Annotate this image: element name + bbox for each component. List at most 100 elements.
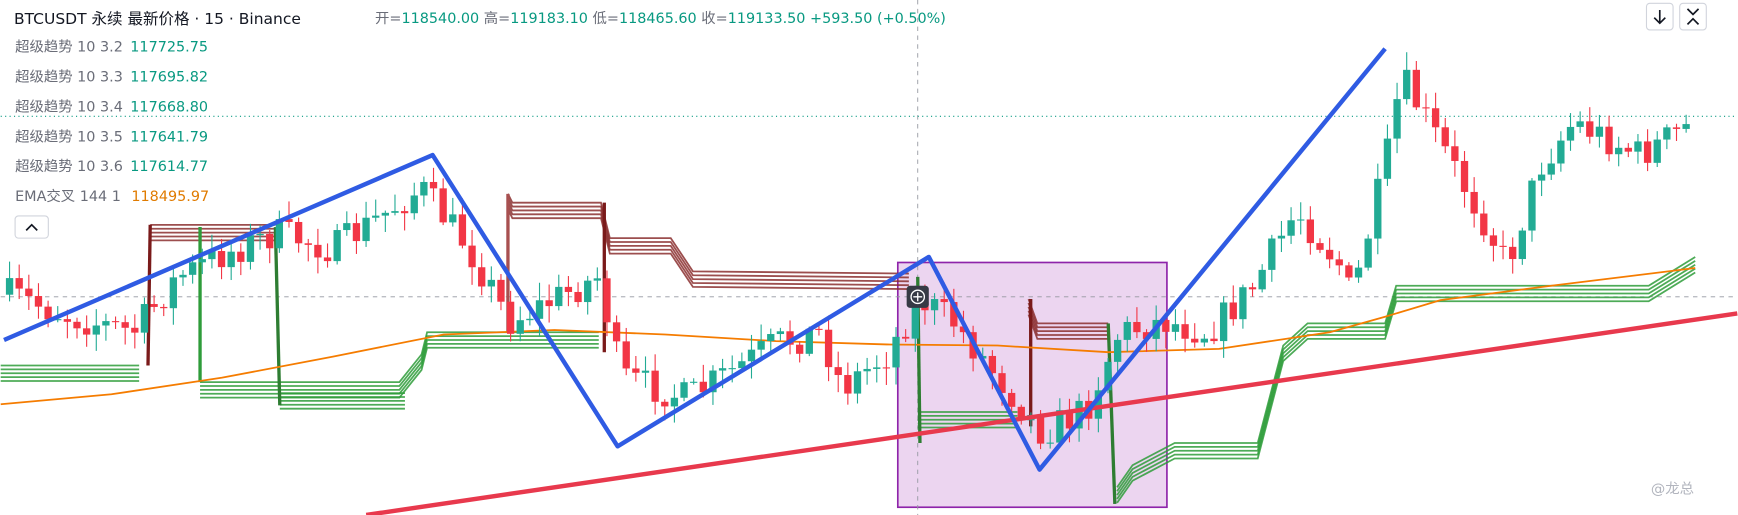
candle-body	[1335, 259, 1343, 266]
candle-body	[63, 319, 72, 322]
candle-body	[391, 211, 399, 213]
candle-body	[1682, 124, 1690, 129]
candle-body	[266, 233, 274, 249]
candle-body	[1489, 235, 1498, 246]
candle-body	[449, 214, 457, 223]
indicator-legend: 超级趋势 10 3.2 117725.75 超级趋势 10 3.3 117695.82…	[15, 39, 209, 206]
candle-body	[121, 322, 129, 328]
candle-body	[237, 251, 245, 262]
candle-body	[1133, 321, 1141, 333]
maximize-button[interactable]	[1679, 2, 1707, 31]
supertrend-flip	[273, 227, 282, 406]
candle-body	[1672, 127, 1681, 129]
candle-body	[372, 215, 380, 218]
candle-body	[680, 382, 688, 398]
candle-body	[478, 267, 486, 287]
candle-body	[959, 326, 968, 333]
candle-body	[285, 219, 293, 222]
candle-body	[1297, 219, 1305, 221]
header-line: BTCUSDT 永续 最新价格 · 15 · Binance	[14, 9, 301, 27]
indicator-name: 超级趋势 10 3.5	[15, 128, 123, 145]
candle-body	[950, 302, 958, 327]
candle-body	[574, 291, 582, 303]
candle-body	[1499, 245, 1507, 247]
low-value: 118465.60	[619, 11, 697, 27]
collapse-button[interactable]	[14, 215, 49, 239]
candle-body	[111, 321, 120, 323]
supertrend-flip	[146, 224, 152, 366]
candle-body	[400, 211, 409, 214]
candle-body	[651, 370, 659, 402]
candle-body	[1518, 230, 1526, 260]
candle-body	[690, 381, 698, 383]
candle-body	[940, 299, 948, 303]
indicator-value: 117614.77	[130, 159, 208, 175]
candles	[5, 52, 1690, 450]
candle-body	[1268, 238, 1276, 270]
close-value: 119133.50	[728, 11, 806, 27]
candle-body	[140, 304, 149, 333]
candle-body	[709, 370, 717, 393]
candle-body	[1345, 265, 1353, 278]
candle-body	[1374, 178, 1382, 239]
candle-body	[1412, 69, 1420, 108]
candle-body	[458, 214, 467, 246]
candle-body	[863, 368, 871, 372]
candle-body	[1162, 319, 1170, 332]
candle-body	[844, 375, 852, 394]
supertrend-bands	[0, 193, 1696, 504]
candle-body	[429, 181, 438, 189]
candle-body	[1287, 220, 1295, 236]
indicator-name: EMA交叉 144 1	[15, 187, 121, 205]
high-value: 119183.10	[510, 11, 588, 27]
contract: 永续	[92, 9, 123, 27]
candle-body	[1586, 121, 1594, 137]
candle-body	[188, 262, 197, 275]
indicator-name: 超级趋势 10 3.3	[15, 69, 123, 86]
candle-body	[468, 245, 476, 268]
candle-body	[853, 371, 862, 394]
candle-body	[661, 401, 669, 407]
candle-body	[930, 299, 939, 311]
candle-body	[1181, 324, 1189, 339]
candle-body	[718, 368, 727, 371]
candle-body	[1065, 410, 1074, 429]
indicator-name: 超级趋势 10 3.4	[15, 98, 123, 115]
candle-body	[362, 217, 370, 242]
candle-body	[410, 195, 418, 214]
trend-line	[365, 311, 1738, 515]
candle-body	[1094, 390, 1103, 419]
candle-body	[699, 381, 707, 393]
candle-body	[535, 300, 544, 319]
candle-body	[776, 331, 785, 335]
open-value: 118540.00	[401, 11, 479, 27]
ema-line	[0, 267, 1696, 406]
supertrend-line	[200, 339, 599, 391]
candle-body	[1441, 127, 1449, 147]
change: +593.50 (+0.50%)	[810, 11, 946, 27]
indicator-name: 超级趋势 10 3.2	[15, 39, 123, 56]
candle-body	[1509, 246, 1517, 260]
indicator-value: 117695.82	[130, 70, 208, 86]
candle-body	[323, 257, 332, 262]
candle-body	[150, 304, 158, 307]
candle-body	[1191, 338, 1199, 343]
candle-body	[333, 230, 341, 262]
candle-body	[73, 321, 81, 329]
candle-body	[1537, 174, 1546, 181]
candle-body	[5, 278, 14, 295]
candle-body	[1364, 238, 1372, 268]
scroll-button[interactable]	[1645, 2, 1674, 31]
candle-body	[1046, 442, 1054, 444]
candle-body	[92, 325, 100, 335]
supertrend-line	[1116, 271, 1696, 504]
candle-body	[1528, 180, 1536, 231]
low-label: 低=	[593, 10, 619, 27]
candle-body	[1007, 392, 1016, 407]
candle-body	[622, 341, 630, 369]
supertrend-line	[1116, 260, 1696, 492]
candle-body	[304, 243, 312, 245]
ohlc: 开=118540.00 高=119183.10 低=118465.60 收=11…	[375, 10, 946, 27]
candle-body	[882, 367, 891, 369]
